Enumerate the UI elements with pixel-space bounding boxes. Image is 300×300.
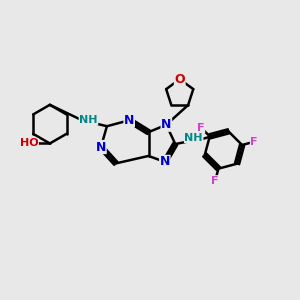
Text: NH: NH <box>79 115 98 125</box>
Text: NH: NH <box>184 133 203 142</box>
Text: N: N <box>96 140 106 154</box>
Text: N: N <box>124 114 134 127</box>
Text: F: F <box>197 122 205 133</box>
Text: F: F <box>212 176 219 186</box>
Text: N: N <box>160 155 170 168</box>
Text: F: F <box>250 137 258 147</box>
Text: N: N <box>161 118 172 131</box>
Text: O: O <box>174 73 185 86</box>
Text: HO: HO <box>20 139 38 148</box>
